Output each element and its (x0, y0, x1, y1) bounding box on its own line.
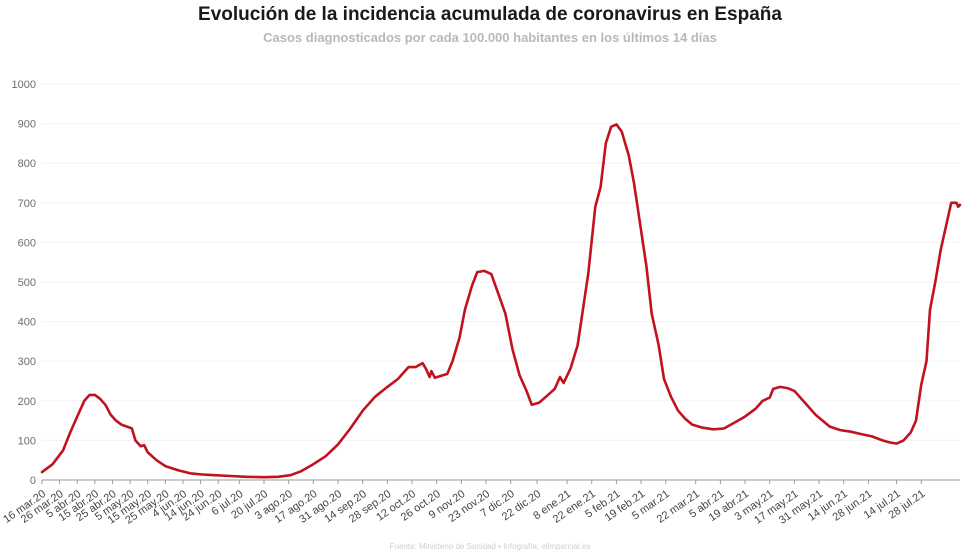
y-tick-label: 200 (18, 396, 36, 408)
y-tick-label: 100 (18, 435, 36, 447)
y-tick-label: 600 (18, 237, 36, 249)
y-tick-label: 900 (18, 119, 36, 131)
y-tick-label: 500 (18, 277, 36, 289)
gridlines (42, 83, 960, 481)
y-tick-label: 1000 (12, 79, 36, 91)
y-tick-label: 300 (18, 356, 36, 368)
chart-title: Evolución de la incidencia acumulada de … (198, 4, 782, 25)
series-line-incidencia (40, 123, 962, 479)
y-tick-label: 800 (18, 158, 36, 170)
chart-source: Fuente: Ministerio de Sanidad • Infograf… (389, 542, 591, 551)
y-tick-label: 0 (30, 475, 36, 487)
y-tick-label: 700 (18, 198, 36, 210)
y-tick-label: 400 (18, 317, 36, 329)
plot-area (40, 123, 962, 479)
chart-subtitle: Casos diagnosticados por cada 100.000 ha… (263, 30, 717, 45)
y-axis: 0 100 200 300 400 500 600 700 800 900 1000 (12, 79, 36, 487)
